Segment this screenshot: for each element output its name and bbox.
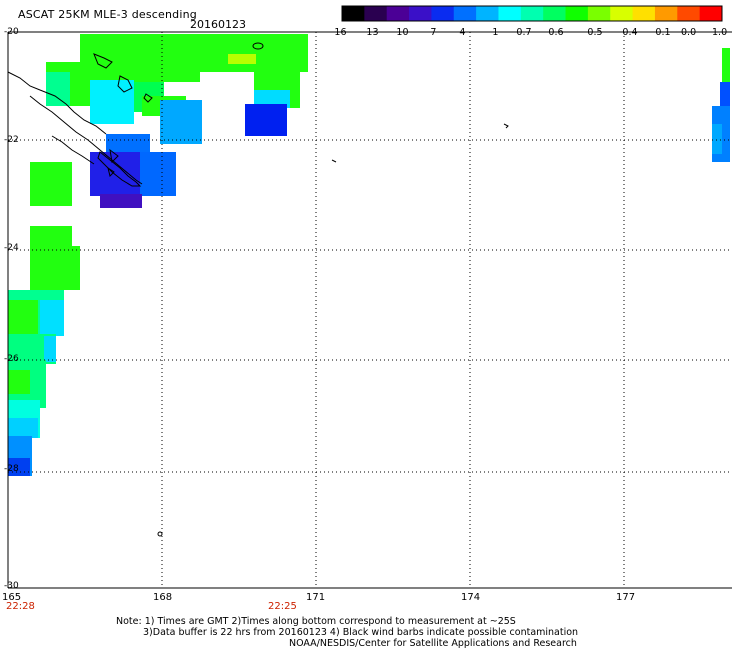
colorbar-label: -0.5	[584, 27, 603, 38]
data-cell	[228, 54, 256, 64]
time-label: 22:28	[6, 601, 35, 612]
plot-frame	[7, 31, 732, 589]
colorbar-label: -13	[363, 27, 379, 38]
colorbar-swatch	[342, 6, 365, 21]
note-line-1: Note: 1) Times are GMT 2)Times along bot…	[116, 616, 516, 627]
lat-label: -30	[4, 581, 19, 591]
data-cells	[8, 34, 730, 476]
colorbar-border	[341, 5, 723, 22]
colorbar-label: -0.6	[545, 27, 564, 38]
note-line-2: 3)Data buffer is 22 hrs from 20160123 4)…	[143, 627, 579, 638]
lon-label: 174	[461, 592, 481, 603]
time-label: 22:25	[268, 601, 297, 612]
colorbar-swatch	[453, 6, 477, 21]
data-cell	[160, 100, 202, 144]
data-cell	[40, 300, 64, 336]
colorbar-swatch	[677, 6, 701, 21]
lon-label: 177	[616, 592, 636, 603]
colorbar-label: -7	[427, 27, 437, 38]
colorbar-swatch	[409, 6, 432, 21]
colorbar-label: -0.1	[652, 27, 671, 38]
colorbar-swatch	[364, 6, 388, 21]
grid-lines	[8, 32, 732, 588]
data-cell	[245, 104, 287, 136]
colorbar-label: 0.0	[681, 27, 697, 38]
colorbar	[341, 5, 723, 22]
colorbar-label: -0.7	[513, 27, 532, 38]
colorbar-label: 1.0	[712, 27, 728, 38]
colorbar-swatch	[632, 6, 656, 21]
data-cell	[30, 162, 72, 206]
data-cell	[722, 48, 730, 82]
data-cell	[30, 246, 80, 290]
colorbar-swatch	[587, 6, 611, 21]
colorbar-swatch	[543, 6, 567, 21]
data-cell	[8, 418, 38, 438]
colorbar-swatch	[431, 6, 455, 21]
colorbar-label: -1	[489, 27, 499, 38]
data-cell	[80, 72, 200, 82]
colorbar-swatch	[386, 6, 410, 21]
data-cell	[80, 34, 308, 72]
lat-label: -22	[4, 135, 19, 145]
colorbar-label: -16	[331, 27, 347, 38]
colorbar-swatch	[520, 6, 544, 21]
colorbar-label: -4	[456, 27, 466, 38]
data-cell	[100, 194, 142, 208]
data-cell	[90, 80, 134, 124]
lon-label: 165	[2, 592, 22, 603]
lat-label: -28	[4, 464, 19, 474]
data-cell	[720, 82, 730, 112]
data-cell	[712, 124, 722, 154]
colorbar-swatch	[654, 6, 678, 21]
colorbar-swatch	[498, 6, 522, 21]
data-cell	[106, 134, 150, 154]
colorbar-swatch	[476, 6, 499, 21]
note-line-3: NOAA/NESDIS/Center for Satellite Applica…	[289, 638, 577, 649]
data-cell	[44, 336, 56, 362]
colorbar-label: -0.4	[619, 27, 638, 38]
colorbar-swatch	[610, 6, 634, 21]
lat-label: -20	[4, 27, 19, 37]
data-cell	[254, 90, 290, 108]
lat-label: -24	[4, 243, 19, 253]
data-cell	[8, 370, 30, 394]
colorbar-swatch	[699, 6, 723, 21]
lat-label: -26	[4, 354, 19, 364]
lon-label: 171	[306, 592, 326, 603]
data-cell	[46, 72, 70, 106]
colorbar-swatch	[565, 6, 589, 21]
map-title: ASCAT 25KM MLE-3 descending	[18, 8, 197, 21]
map-date: 20160123	[190, 18, 246, 31]
lon-label: 168	[153, 592, 173, 603]
colorbar-label: -10	[393, 27, 409, 38]
